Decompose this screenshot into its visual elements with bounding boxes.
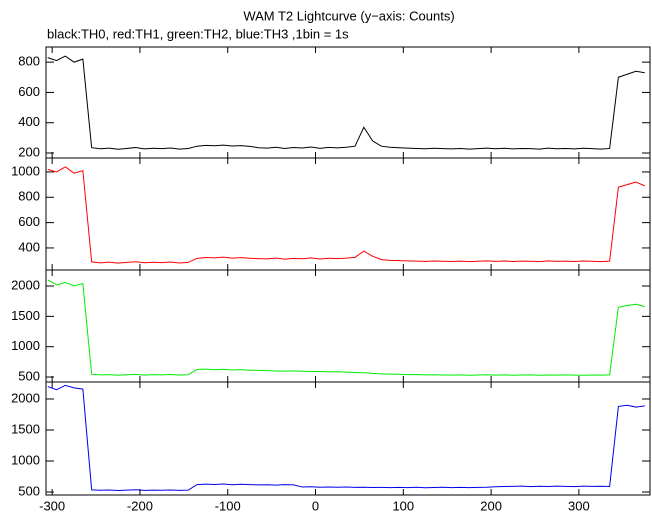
chart-title: WAM T2 Lightcurve (y−axis: Counts) bbox=[243, 8, 454, 23]
y-tick-label: 400 bbox=[18, 239, 40, 254]
x-tick-label: 300 bbox=[568, 498, 590, 513]
light-curve bbox=[47, 166, 645, 264]
y-tick-label: 800 bbox=[18, 189, 40, 204]
x-tick-label: 0 bbox=[312, 498, 319, 513]
y-tick-label: 500 bbox=[18, 368, 40, 383]
y-tick-label: 1000 bbox=[11, 338, 40, 353]
y-tick-label: 1000 bbox=[11, 163, 40, 178]
y-tick-label: 500 bbox=[18, 483, 40, 498]
y-tick-label: 800 bbox=[18, 54, 40, 69]
y-tick-label: 2000 bbox=[11, 390, 40, 405]
panel-frame bbox=[45, 46, 651, 159]
y-tick-label: 2000 bbox=[11, 277, 40, 292]
chart-subtitle: black:TH0, red:TH1, green:TH2, blue:TH3 … bbox=[47, 26, 349, 41]
light-curve bbox=[47, 384, 645, 491]
panel-frame bbox=[45, 157, 651, 271]
panel-frame bbox=[45, 269, 651, 383]
y-tick-label: 1500 bbox=[11, 421, 40, 436]
x-tick-label: -100 bbox=[215, 498, 241, 513]
x-tick-label: 200 bbox=[480, 498, 502, 513]
x-tick-label: -200 bbox=[127, 498, 153, 513]
x-tick-label: 100 bbox=[392, 498, 414, 513]
y-tick-label: 1000 bbox=[11, 452, 40, 467]
light-curve bbox=[47, 279, 645, 376]
y-tick-label: 600 bbox=[18, 214, 40, 229]
y-tick-label: 200 bbox=[18, 144, 40, 159]
y-tick-label: 600 bbox=[18, 84, 40, 99]
y-tick-label: 400 bbox=[18, 114, 40, 129]
x-tick-label: -300 bbox=[39, 498, 65, 513]
light-curve bbox=[47, 55, 645, 150]
panel-frame bbox=[45, 381, 651, 496]
y-tick-label: 1500 bbox=[11, 308, 40, 323]
